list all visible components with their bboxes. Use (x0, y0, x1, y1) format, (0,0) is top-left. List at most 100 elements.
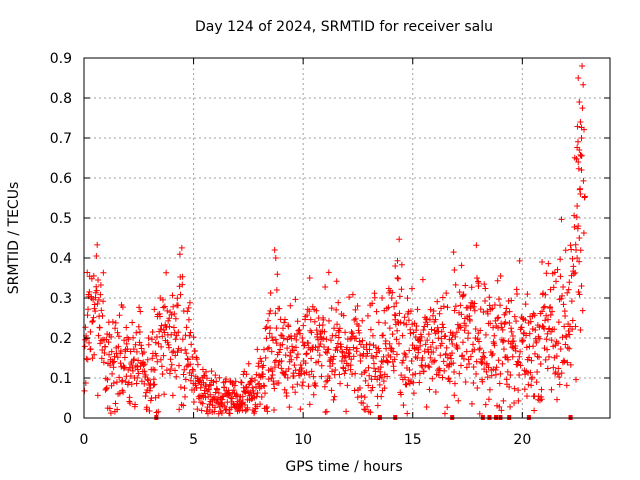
data-point (533, 339, 540, 346)
data-point (226, 391, 233, 398)
x-tick-label: 10 (294, 432, 312, 448)
data-point (407, 330, 414, 337)
data-point (459, 352, 466, 359)
data-point (90, 272, 97, 279)
data-point (194, 406, 201, 413)
data-point (452, 303, 459, 310)
data-point (96, 324, 103, 331)
data-point (218, 410, 225, 416)
data-point (145, 377, 152, 384)
data-point (452, 333, 459, 340)
data-point (140, 362, 147, 369)
data-point (566, 345, 573, 352)
data-point (432, 389, 439, 396)
data-point (573, 155, 580, 162)
data-point (495, 357, 502, 364)
data-point (577, 119, 584, 125)
data-point (531, 407, 538, 414)
data-point (462, 322, 469, 329)
data-point (557, 256, 564, 263)
data-point (168, 361, 175, 368)
data-point (161, 329, 168, 336)
data-point (547, 304, 554, 311)
data-point (184, 356, 191, 363)
data-point (364, 403, 371, 410)
data-point (145, 341, 152, 348)
data-point (451, 307, 458, 314)
data-point (489, 305, 496, 312)
data-point (165, 344, 172, 351)
data-point (488, 372, 495, 379)
data-point (156, 313, 163, 320)
data-point (378, 358, 385, 365)
data-point (87, 328, 94, 335)
data-point (253, 393, 260, 400)
data-point (404, 410, 411, 417)
data-point (110, 359, 117, 366)
data-point (386, 325, 393, 332)
data-point (150, 381, 157, 388)
x-tick-label: 5 (189, 432, 198, 448)
data-point (377, 364, 384, 371)
data-point (573, 247, 580, 253)
data-point (542, 291, 549, 298)
data-point (441, 410, 448, 417)
data-point (152, 394, 159, 401)
data-point (115, 343, 122, 350)
data-point (581, 193, 588, 200)
data-point (294, 381, 301, 388)
data-point (341, 370, 348, 377)
data-point (110, 380, 117, 387)
data-point (451, 369, 458, 376)
data-point (93, 252, 100, 259)
data-point (399, 332, 406, 339)
data-point (567, 242, 574, 249)
data-point (157, 326, 164, 333)
data-point (205, 386, 212, 393)
data-point (222, 378, 229, 385)
data-point (516, 372, 523, 379)
data-point (376, 348, 383, 355)
data-point (324, 350, 331, 357)
data-point (213, 378, 220, 385)
data-point (121, 337, 128, 344)
data-point (576, 147, 583, 153)
data-point (203, 368, 210, 375)
data-point (400, 357, 407, 364)
data-point (536, 335, 543, 342)
data-point (575, 223, 582, 229)
data-point (169, 349, 176, 356)
data-point (201, 387, 208, 394)
data-point (267, 325, 274, 332)
data-point (414, 355, 421, 362)
data-point (498, 407, 505, 414)
data-point (476, 346, 483, 353)
data-point (523, 393, 530, 400)
data-point (275, 379, 282, 386)
data-point (346, 294, 353, 301)
data-point (451, 267, 458, 273)
data-point (263, 324, 270, 331)
data-point (165, 317, 172, 324)
data-point (413, 323, 420, 330)
data-point (365, 364, 372, 371)
data-point (127, 400, 134, 407)
data-point (373, 353, 380, 360)
data-point (151, 306, 158, 313)
data-point (426, 364, 433, 371)
data-point (504, 368, 511, 375)
data-point (395, 275, 402, 282)
data-point (485, 396, 492, 403)
data-point (487, 320, 494, 327)
data-point (478, 360, 485, 367)
data-point (464, 335, 471, 342)
data-point (203, 383, 210, 390)
data-point (432, 316, 439, 323)
data-point (251, 408, 258, 415)
data-point (390, 348, 397, 355)
data-point (123, 324, 130, 331)
data-point (476, 345, 483, 352)
data-point (288, 335, 295, 342)
data-point (172, 336, 179, 343)
data-point (234, 392, 241, 399)
